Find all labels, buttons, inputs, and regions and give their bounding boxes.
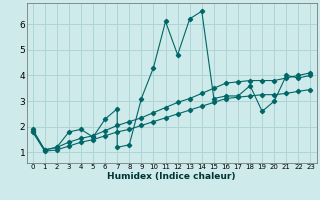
X-axis label: Humidex (Indice chaleur): Humidex (Indice chaleur)	[107, 172, 236, 181]
